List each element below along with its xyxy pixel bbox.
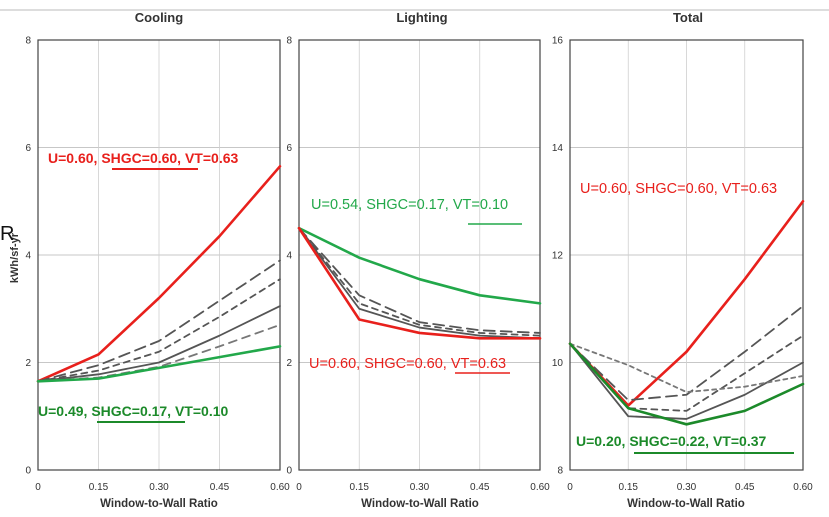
lighting-x-tick-label: 0.60 bbox=[530, 482, 550, 493]
lighting-series-line-gray-3 bbox=[298, 227, 541, 340]
total-series-line-gray-1 bbox=[569, 305, 804, 402]
cooling-plot-frame bbox=[37, 39, 281, 471]
lighting-y-tick-label: 0 bbox=[286, 466, 292, 477]
plot-area-lighting: 0 2 4 6 8 0 0.15 0.30 0.45 0.60 bbox=[286, 36, 550, 494]
plot-area-total: 8 10 12 14 16 0 0.15 0.30 0.45 0.60 bbox=[552, 36, 813, 494]
cooling-x-tick-label: 0 bbox=[35, 482, 41, 493]
total-x-tick-label: 0 bbox=[567, 482, 573, 493]
cooling-series-line-gray-2 bbox=[37, 278, 281, 383]
annotation-red-cooling: U=0.60, SHGC=0.60, VT=0.63 bbox=[48, 150, 238, 166]
x-axis-label-lighting: Window-to-Wall Ratio bbox=[361, 498, 479, 510]
total-x-tick-label: 0.15 bbox=[619, 482, 639, 493]
cooling-y-tick-label: 4 bbox=[25, 251, 31, 262]
cooling-y-tick-label: 0 bbox=[25, 466, 31, 477]
y-axis-label-fragment: R bbox=[0, 223, 14, 245]
lighting-plot-frame bbox=[298, 39, 541, 471]
x-axis-label-cooling: Window-to-Wall Ratio bbox=[100, 498, 218, 510]
lighting-series-line-green bbox=[297, 226, 542, 305]
cooling-series-line-green bbox=[36, 345, 282, 383]
lighting-y-tick-label: 8 bbox=[286, 36, 292, 47]
cooling-x-tick-label: 0.60 bbox=[270, 482, 290, 493]
total-x-tick-label: 0.60 bbox=[793, 482, 813, 493]
annotation-red-total: U=0.60, SHGC=0.60, VT=0.63 bbox=[580, 181, 777, 197]
x-axis-label-total: Window-to-Wall Ratio bbox=[627, 498, 745, 510]
total-plot-frame bbox=[569, 39, 804, 471]
total-x-tick-label: 0.45 bbox=[735, 482, 755, 493]
panel-title-total: Total bbox=[673, 10, 703, 25]
cooling-x-tick-label: 0.15 bbox=[89, 482, 109, 493]
cooling-x-tick-label: 0.30 bbox=[149, 482, 169, 493]
lighting-x-tick-label: 0.15 bbox=[350, 482, 370, 493]
panel-title-lighting: Lighting bbox=[396, 10, 447, 25]
lighting-x-tick-label: 0.30 bbox=[410, 482, 430, 493]
total-y-tick-label: 10 bbox=[552, 358, 564, 369]
lighting-y-tick-label: 2 bbox=[286, 358, 292, 369]
panel-title-cooling: Cooling bbox=[135, 10, 183, 25]
cooling-y-tick-label: 2 bbox=[25, 358, 31, 369]
panel-total: Total Window-to-Wall Ratio 8 10 12 14 16 0 0.1… bbox=[552, 10, 813, 510]
cooling-y-tick-label: 6 bbox=[25, 143, 31, 154]
total-y-tick-label: 16 bbox=[552, 36, 564, 47]
lighting-series-line-red bbox=[297, 226, 542, 340]
annotations-cooling: U=0.60, SHGC=0.60, VT=0.63 U=0.49, SHGC=… bbox=[38, 150, 238, 423]
lighting-x-tick-label: 0.45 bbox=[470, 482, 490, 493]
cooling-series-line-gray-3 bbox=[37, 305, 281, 383]
total-y-tick-label: 8 bbox=[557, 466, 563, 477]
total-series-line-gray-3 bbox=[569, 342, 804, 420]
cooling-series-line-red bbox=[36, 165, 282, 383]
annotation-green-total: U=0.20, SHGC=0.22, VT=0.37 bbox=[576, 433, 766, 449]
lighting-series-line-gray-2 bbox=[298, 227, 541, 337]
lighting-y-tick-label: 6 bbox=[286, 143, 292, 154]
plot-area-cooling: 0 2 4 6 8 0 0.15 0.30 0.45 0.60 bbox=[25, 36, 290, 494]
lighting-x-tick-label: 0 bbox=[296, 482, 302, 493]
cooling-x-tick-label: 0.45 bbox=[210, 482, 230, 493]
total-y-tick-label: 12 bbox=[552, 251, 564, 262]
total-x-tick-label: 0.30 bbox=[677, 482, 697, 493]
cooling-y-tick-label: 8 bbox=[25, 36, 31, 47]
annotation-red-lighting: U=0.60, SHGC=0.60, VT=0.63 bbox=[309, 356, 506, 372]
lighting-series-line-gray-1 bbox=[298, 227, 541, 334]
annotations-lighting: U=0.54, SHGC=0.17, VT=0.10 U=0.60, SHGC=… bbox=[309, 197, 522, 374]
cooling-series-line-gray-1 bbox=[37, 259, 281, 383]
y-axis-label: kWh/sf-yr bbox=[9, 232, 21, 283]
annotation-green-cooling: U=0.49, SHGC=0.17, VT=0.10 bbox=[38, 403, 228, 419]
total-y-tick-label: 14 bbox=[552, 143, 564, 154]
total-series-line-green bbox=[568, 342, 805, 426]
total-series-line-gray-4 bbox=[569, 342, 804, 393]
panel-lighting: Lighting Window-to-Wall Ratio 0 2 4 6 8 0 0.15… bbox=[286, 10, 550, 510]
annotation-green-lighting: U=0.54, SHGC=0.17, VT=0.10 bbox=[311, 197, 508, 213]
annotations-total: U=0.60, SHGC=0.60, VT=0.63 U=0.20, SHGC=… bbox=[576, 181, 794, 454]
lighting-y-tick-label: 4 bbox=[286, 251, 292, 262]
